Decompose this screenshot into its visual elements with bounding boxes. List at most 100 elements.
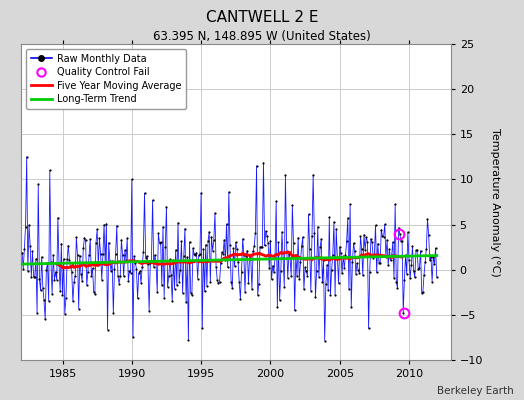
Point	[214, 280, 223, 287]
Point	[40, 297, 48, 304]
Point	[213, 277, 222, 283]
Point	[180, 253, 188, 259]
Point	[346, 201, 354, 207]
Point	[192, 250, 201, 256]
Point	[53, 214, 62, 221]
Point	[151, 252, 159, 258]
Point	[141, 255, 150, 261]
Point	[197, 190, 205, 196]
Point	[140, 190, 149, 196]
Text: CANTWELL 2 E: CANTWELL 2 E	[206, 10, 318, 25]
Point	[385, 246, 394, 252]
Point	[162, 204, 171, 210]
Point	[396, 230, 404, 237]
Point	[119, 273, 128, 280]
Point	[51, 269, 60, 275]
Point	[299, 234, 307, 240]
Point	[232, 239, 240, 246]
Point	[39, 284, 47, 291]
Point	[129, 334, 137, 341]
Point	[395, 224, 403, 231]
Point	[355, 270, 364, 276]
Point	[137, 280, 145, 286]
Point	[42, 267, 50, 274]
Point	[65, 257, 73, 263]
Point	[303, 272, 312, 279]
Point	[338, 270, 346, 277]
Point	[163, 284, 172, 290]
Point	[100, 221, 108, 228]
Point	[168, 298, 177, 304]
Point	[406, 274, 414, 281]
Point	[323, 262, 331, 268]
Point	[428, 278, 436, 285]
Point	[81, 237, 90, 244]
Point	[153, 289, 161, 295]
Point	[261, 228, 270, 234]
Point	[354, 267, 363, 274]
Point	[148, 197, 157, 203]
Point	[400, 276, 409, 283]
Point	[362, 234, 370, 240]
Point	[26, 242, 35, 249]
Point	[332, 226, 341, 232]
Point	[126, 270, 135, 276]
Point	[295, 276, 303, 282]
Point	[360, 232, 368, 238]
Point	[200, 288, 209, 294]
Point	[184, 337, 193, 343]
Point	[271, 254, 279, 261]
Point	[302, 268, 310, 274]
Point	[83, 282, 91, 288]
Point	[122, 257, 130, 264]
Point	[265, 264, 274, 271]
Point	[155, 240, 163, 246]
Point	[343, 238, 351, 244]
Point	[68, 268, 76, 275]
Point	[420, 272, 428, 278]
Point	[154, 230, 162, 236]
Point	[216, 260, 225, 266]
Point	[403, 229, 412, 235]
Point	[215, 278, 224, 285]
Point	[405, 257, 413, 264]
Point	[121, 247, 129, 253]
Point	[248, 286, 256, 292]
Point	[394, 284, 402, 291]
Point	[399, 310, 408, 316]
Point	[375, 259, 383, 266]
Point	[270, 269, 278, 275]
Point	[340, 265, 348, 271]
Point	[389, 239, 397, 245]
Point	[160, 294, 168, 301]
Point	[172, 282, 181, 288]
Point	[267, 276, 276, 282]
Point	[36, 287, 45, 294]
Point	[308, 232, 316, 239]
Point	[231, 263, 239, 270]
Point	[384, 262, 392, 268]
Point	[47, 258, 55, 265]
Point	[205, 229, 213, 235]
Point	[193, 275, 202, 282]
Point	[361, 247, 369, 253]
Point	[255, 280, 263, 287]
Point	[204, 238, 212, 244]
Point	[264, 240, 272, 246]
Point	[194, 252, 203, 259]
Text: 63.395 N, 148.895 W (United States): 63.395 N, 148.895 W (United States)	[153, 30, 371, 43]
Point	[59, 256, 68, 262]
Point	[18, 250, 26, 256]
Point	[321, 337, 329, 344]
Point	[80, 234, 89, 241]
Point	[397, 238, 405, 244]
Point	[412, 247, 420, 254]
Point	[63, 256, 71, 262]
Point	[358, 272, 367, 278]
Point	[58, 292, 67, 298]
Point	[95, 235, 104, 241]
Point	[260, 242, 269, 249]
Point	[21, 224, 30, 230]
Point	[293, 273, 301, 279]
Point	[278, 229, 286, 235]
